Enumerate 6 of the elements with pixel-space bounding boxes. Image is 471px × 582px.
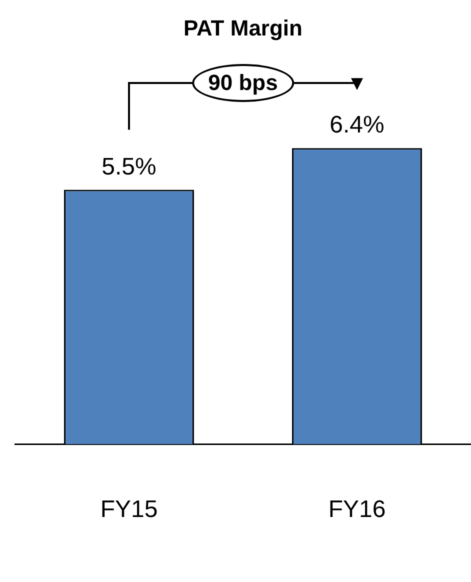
text: 90 bps <box>192 64 294 102</box>
data-label: 6.4% <box>330 112 384 139</box>
data-label: 5.5% <box>102 153 156 180</box>
x-tick-label: FY16 <box>328 496 386 524</box>
chart-title: PAT Margin <box>184 15 302 40</box>
x-tick-label: FY15 <box>100 496 158 524</box>
